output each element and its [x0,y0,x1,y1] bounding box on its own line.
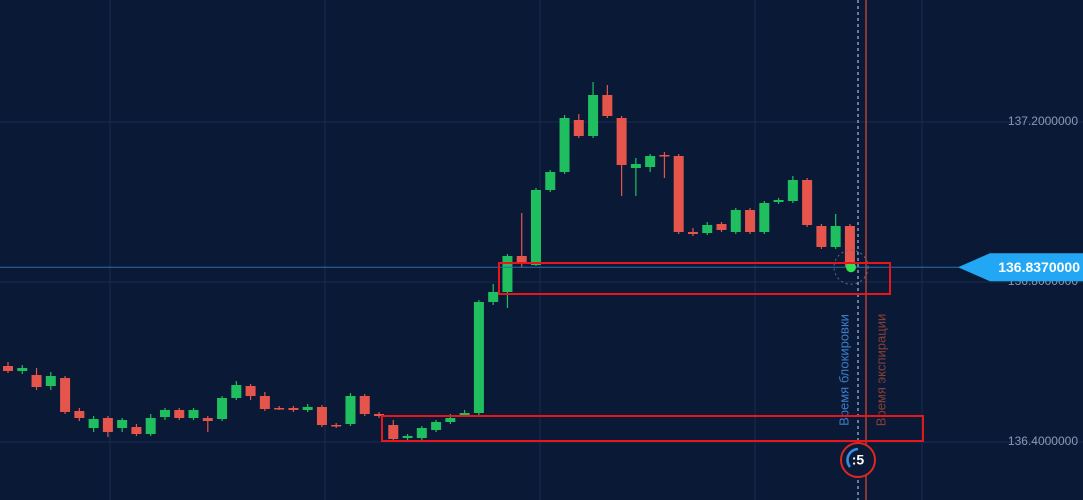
candle-body [3,366,13,371]
y-tick-label: 137.2000000 [1008,114,1078,128]
candle-body [630,164,641,168]
y-tick-label: 136.4000000 [1008,434,1078,448]
highlight-box [381,415,924,442]
candle-body [259,396,270,409]
candle-body [188,410,199,418]
timer: :5 [852,452,865,468]
price-label-bg [958,253,1083,282]
candle-body [816,226,827,247]
candle-body [473,302,484,413]
candle-body [559,118,570,172]
candle-body [74,411,85,418]
candle-body [716,224,727,230]
candle-body [102,418,113,432]
candle-body [659,155,670,157]
candle-body [345,396,356,424]
candle-body [202,418,213,421]
candle-body [702,225,713,233]
candle-body [616,118,627,165]
candle-body [316,407,327,425]
candle-body [174,410,185,418]
timer-progress [846,447,859,468]
candle-body [288,408,299,410]
candle-body [687,232,698,234]
candle-body [445,418,456,422]
candle-body [17,368,28,371]
candle-body [545,172,556,190]
overlay: 136.4000000136.8000000137.2000000136.837… [0,114,1083,448]
candle-body [730,210,741,232]
candle-body [359,396,370,414]
candle-body [773,200,784,202]
candles [3,82,855,441]
candle-body [131,427,142,434]
highlight-box [498,262,891,295]
lock-time-label: Время блокировки [836,314,851,426]
candle-body [431,422,442,430]
candle-body [145,418,156,434]
candle-body [459,413,470,416]
candle-body [488,292,499,302]
candle-body [274,408,285,410]
candle-body [159,410,170,417]
price-halo [833,249,869,285]
candle-body [60,378,71,412]
price-label: 136.8370000 [998,259,1080,275]
candle-body [516,256,527,264]
candle-body [402,436,413,438]
candle-body [844,226,855,267]
candle-body [117,420,128,428]
candle-body [302,407,313,410]
candle-body [45,376,56,386]
candle-body [217,398,228,419]
candle-body [602,95,613,116]
candle-body [759,203,770,232]
candle-body [331,425,342,427]
candle-body [374,414,385,416]
candle-body [645,156,656,167]
candle-body [588,95,599,136]
candle-body [830,226,841,247]
candle-body [745,210,756,232]
candle-body [231,385,242,398]
candle-body [388,425,399,439]
candle-body [673,156,684,232]
candle-body [573,120,584,136]
expiry-time-label: Время экспирации [873,314,888,426]
candle-body [502,256,513,292]
candle-body [530,190,541,265]
candle-body [88,419,99,428]
price-dot [846,262,856,273]
candle-body [787,180,798,201]
candle-body [245,386,256,396]
candle-body [31,375,42,387]
candle-body [802,180,813,225]
candle-body [416,428,427,438]
